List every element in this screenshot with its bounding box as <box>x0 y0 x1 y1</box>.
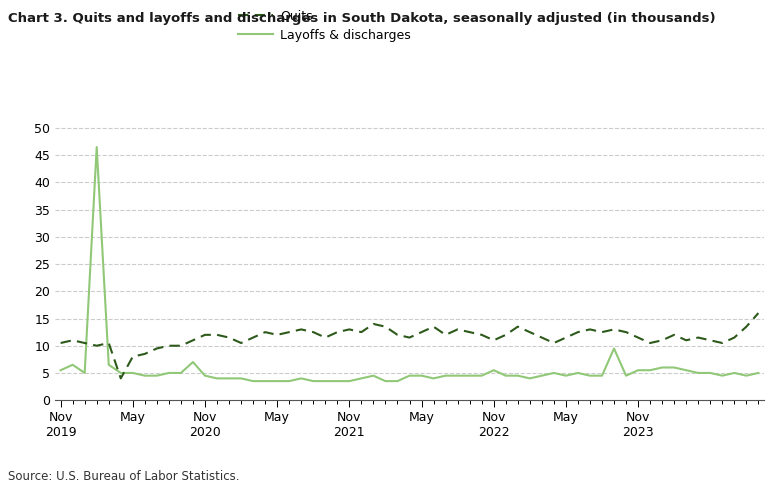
Text: Source: U.S. Bureau of Labor Statistics.: Source: U.S. Bureau of Labor Statistics. <box>8 470 239 483</box>
Legend: Quits, Layoffs & discharges: Quits, Layoffs & discharges <box>232 4 416 47</box>
Text: Chart 3. Quits and layoffs and discharges in South Dakota, seasonally adjusted (: Chart 3. Quits and layoffs and discharge… <box>8 12 715 25</box>
